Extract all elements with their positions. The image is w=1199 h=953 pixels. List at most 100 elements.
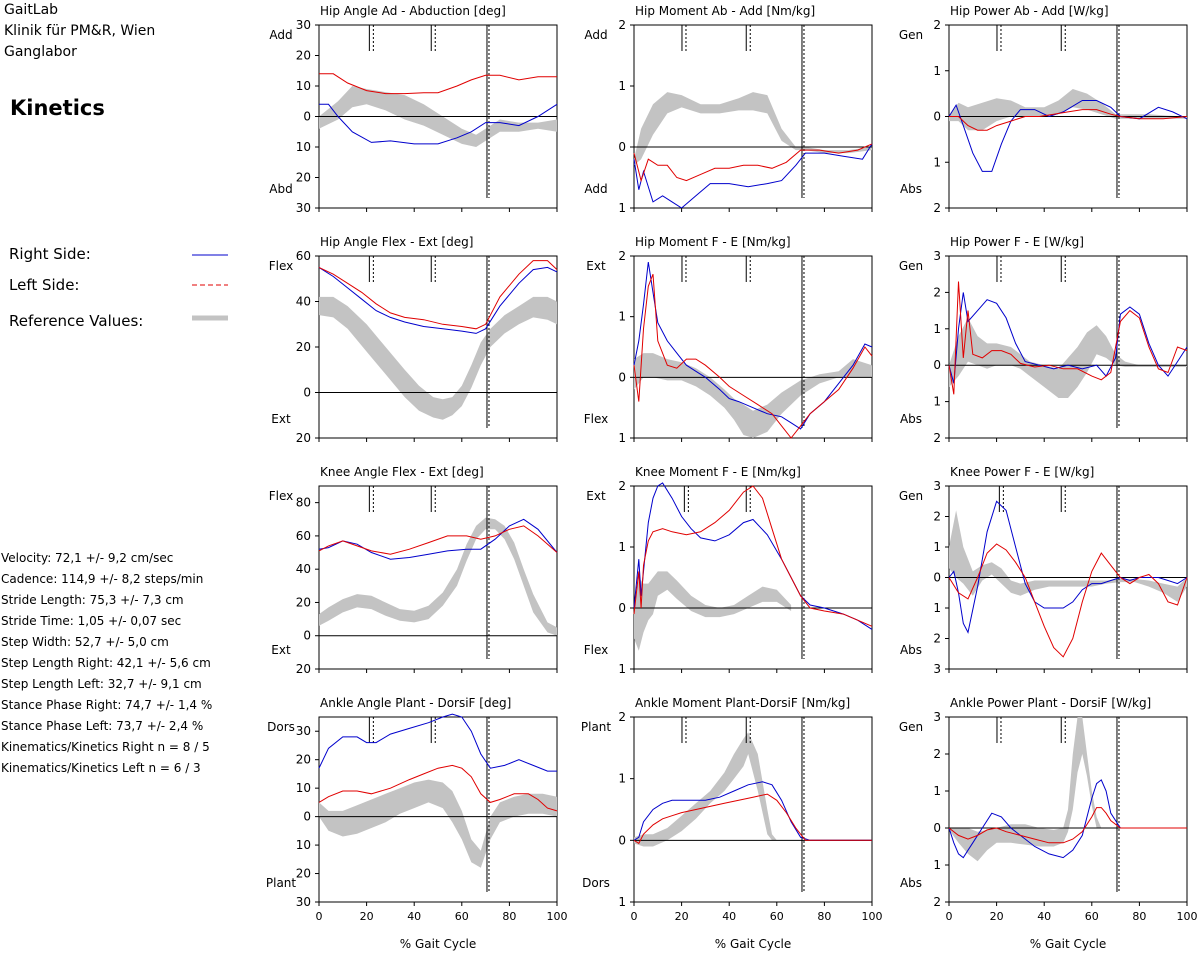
x-tick-label: 40 bbox=[407, 910, 421, 923]
y-tick-label: 30 bbox=[296, 201, 311, 215]
top-direction-label: Flex bbox=[269, 489, 294, 503]
legend-reference-label: Reference Values: bbox=[9, 312, 144, 330]
series-right-line bbox=[633, 781, 872, 841]
x-tick-label: 0 bbox=[316, 910, 323, 923]
y-tick-label: 10 bbox=[296, 140, 311, 154]
y-tick-label: 3 bbox=[933, 662, 941, 676]
left-foot-off-marker bbox=[1060, 256, 1066, 282]
series-right-line bbox=[318, 518, 558, 560]
left-foot-contact-marker bbox=[368, 717, 374, 743]
y-tick-label: 10 bbox=[296, 781, 311, 795]
y-tick-label: 2 bbox=[933, 285, 941, 299]
chart-title: Knee Moment F - E [Nm/kg] bbox=[635, 465, 801, 479]
y-tick-label: 3 bbox=[933, 249, 941, 263]
x-tick-label: 60 bbox=[1085, 910, 1099, 923]
stat-stride-length: Stride Length: 75,3 +/- 7,3 cm bbox=[1, 593, 184, 607]
y-tick-label: 1 bbox=[933, 155, 941, 169]
reference-band bbox=[634, 571, 792, 651]
series-left-line bbox=[633, 793, 872, 845]
x-tick-label: 0 bbox=[631, 910, 638, 923]
y-tick-label: 0 bbox=[303, 386, 311, 400]
stat-stance-left: Stance Phase Left: 73,7 +/- 2,4 % bbox=[1, 719, 204, 733]
y-tick-label: 20 bbox=[296, 595, 311, 609]
x-tick-label: 100 bbox=[547, 910, 568, 923]
chart-panel: 3 2 1 0 1 2 Hip Power F - E [W/kg] Gen Abs bbox=[899, 235, 1188, 445]
x-tick-label: 60 bbox=[455, 910, 469, 923]
chart-title: Hip Moment Ab - Add [Nm/kg] bbox=[635, 4, 815, 18]
bottom-direction-label: Add bbox=[584, 182, 607, 196]
y-tick-label: 20 bbox=[296, 171, 311, 185]
bottom-direction-label: Ext bbox=[271, 412, 291, 426]
y-tick-label: 1 bbox=[933, 858, 941, 872]
top-direction-label: Ext bbox=[586, 489, 606, 503]
stat-velocity: Velocity: 72,1 +/- 9,2 cm/sec bbox=[1, 551, 174, 565]
y-tick-label: 2 bbox=[933, 747, 941, 761]
series-right-line bbox=[633, 482, 873, 630]
reference-band bbox=[949, 717, 1102, 862]
y-tick-label: 80 bbox=[296, 496, 311, 510]
bottom-direction-label: Plant bbox=[266, 876, 297, 890]
reference-band bbox=[949, 317, 1187, 398]
y-tick-label: 2 bbox=[618, 710, 626, 724]
y-tick-label: 2 bbox=[618, 249, 626, 263]
y-tick-label: 40 bbox=[296, 295, 311, 309]
top-direction-label: Flex bbox=[269, 259, 294, 273]
foot-off-marker bbox=[486, 486, 490, 659]
top-direction-label: Gen bbox=[899, 720, 923, 734]
left-foot-contact-marker bbox=[368, 25, 374, 51]
y-tick-label: 3 bbox=[933, 710, 941, 724]
stat-n-left: Kinematics/Kinetics Left n = 6 / 3 bbox=[1, 761, 201, 775]
reference-band bbox=[319, 517, 557, 636]
y-tick-label: 10 bbox=[296, 79, 311, 93]
bottom-direction-label: Flex bbox=[584, 643, 609, 657]
y-tick-label: 2 bbox=[933, 18, 941, 32]
bottom-direction-label: Ext bbox=[271, 643, 291, 657]
bottom-direction-label: Dors bbox=[582, 876, 610, 890]
bottom-direction-label: Abs bbox=[900, 643, 922, 657]
x-tick-label: 100 bbox=[862, 910, 883, 923]
chart-title: Hip Angle Ad - Abduction [deg] bbox=[320, 4, 506, 18]
y-tick-label: 1 bbox=[618, 895, 626, 909]
y-tick-label: 2 bbox=[933, 201, 941, 215]
x-axis-label: % Gait Cycle bbox=[715, 937, 792, 951]
left-foot-contact-marker bbox=[996, 717, 1002, 743]
legend-right-label: Right Side: bbox=[9, 245, 91, 263]
y-tick-label: 1 bbox=[933, 784, 941, 798]
chart-panel: 2 1 0 1 2 Hip Power Ab - Add [W/kg] Gen Abs bbox=[899, 4, 1188, 215]
chart-title: Hip Power Ab - Add [W/kg] bbox=[950, 4, 1109, 18]
chart-title: Hip Angle Flex - Ext [deg] bbox=[320, 235, 473, 249]
top-direction-label: Add bbox=[584, 28, 607, 42]
y-tick-label: 40 bbox=[296, 562, 311, 576]
x-tick-label: 20 bbox=[675, 910, 689, 923]
y-tick-label: 20 bbox=[296, 340, 311, 354]
foot-off-marker bbox=[801, 486, 805, 659]
lab-name: GaitLab bbox=[4, 2, 59, 18]
chart-panel: 2 1 0 1 Hip Moment Ab - Add [Nm/kg] Add Add bbox=[584, 4, 873, 215]
y-tick-label: 1 bbox=[933, 64, 941, 78]
series-left-line bbox=[949, 109, 1188, 131]
y-tick-label: 2 bbox=[933, 895, 941, 909]
reference-band bbox=[634, 732, 777, 847]
y-tick-label: 1 bbox=[933, 540, 941, 554]
left-foot-off-marker bbox=[745, 717, 751, 743]
y-tick-label: 2 bbox=[933, 632, 941, 646]
y-tick-label: 0 bbox=[618, 370, 626, 384]
y-tick-label: 2 bbox=[933, 510, 941, 524]
gait-parameters: Velocity: 72,1 +/- 9,2 cm/sec Cadence: 1… bbox=[1, 548, 212, 779]
left-foot-contact-marker bbox=[996, 256, 1002, 282]
left-foot-contact-marker bbox=[681, 25, 687, 51]
y-tick-label: 2 bbox=[618, 18, 626, 32]
x-tick-label: 80 bbox=[1132, 910, 1146, 923]
left-foot-contact-marker bbox=[683, 486, 689, 512]
x-tick-label: 80 bbox=[817, 910, 831, 923]
top-direction-label: Gen bbox=[899, 28, 923, 42]
y-tick-label: 0 bbox=[933, 358, 941, 372]
series-left-line bbox=[633, 485, 873, 627]
chart-panel: 2 1 0 1 Hip Moment F - E [Nm/kg] Ext Flex bbox=[584, 235, 873, 445]
x-axis-label: % Gait Cycle bbox=[400, 937, 477, 951]
y-tick-label: 1 bbox=[618, 772, 626, 786]
reference-band bbox=[634, 353, 872, 438]
y-tick-label: 0 bbox=[303, 810, 311, 824]
series-left-line bbox=[319, 73, 557, 95]
